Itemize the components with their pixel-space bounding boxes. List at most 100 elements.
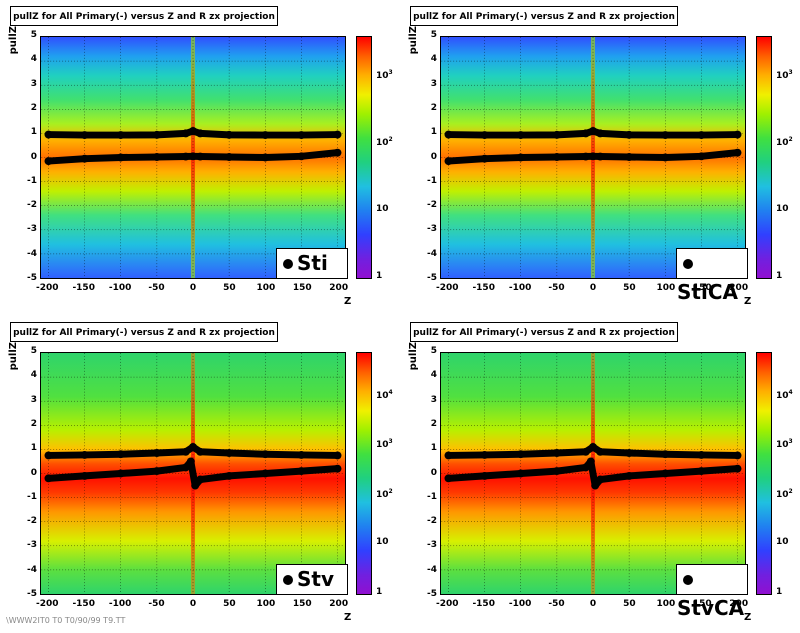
series-rms-point [181,129,190,138]
y-tick-label: 4 [30,370,37,381]
color-scale-label: 103 [776,438,793,450]
series-mean-point [44,474,53,483]
x-tick-label: -50 [548,283,565,293]
color-scale-label: 104 [776,389,793,401]
x-tick-label: 200 [329,599,349,609]
series-rms-point [181,447,190,456]
series-mean-point [552,467,561,476]
y-tick-label: -5 [27,589,37,599]
color-scale-base: 10 [376,489,389,500]
color-scale-label: 10 [776,537,789,547]
color-scale-base: 10 [376,440,389,451]
series-rms-point [297,450,306,459]
y-tick-label: 5 [30,346,37,356]
chart-panel: pullZ for All Primary(-) versus Z and R … [0,0,400,316]
y-tick-label: 5 [30,30,37,40]
color-scale-exponent: 4 [388,388,393,396]
series-mean-point [586,457,595,466]
y-tick-label: 4 [430,54,437,65]
legend-label: StiCA [677,280,738,304]
legend-box: StvCA [676,564,748,620]
series-mean-point [733,148,742,157]
color-scale-label: 1 [376,271,382,281]
x-tick-label: 150 [292,283,312,293]
x-tick-label: -150 [72,599,95,609]
chart-panel: pullZ for All Primary(-) versus Z and R … [400,0,800,316]
x-tick-label: 100 [256,283,276,293]
x-tick-label: 0 [589,599,597,609]
series-mean-point [116,153,125,162]
series-rms-point [480,131,489,140]
x-tick-label: 200 [724,599,754,609]
x-tick-label: -200 [36,283,59,293]
series-rms-point [516,450,525,459]
series-rms-point [552,449,561,457]
y-tick-label: 3 [30,78,37,89]
x-tick-label: -200 [36,599,59,609]
y-tick-label: -2 [427,200,437,211]
series-rms-point [480,450,489,459]
series-mean-point [552,153,561,161]
series-mean-point [152,153,161,161]
chart-title: pullZ for All Primary(-) versus Z and R … [410,6,678,26]
color-scale-exponent: 3 [788,68,793,76]
color-scale-base: 10 [376,203,389,214]
y-tick-label: -3 [427,540,437,551]
series-rms-point [152,449,161,457]
series-mean-point [625,471,634,480]
x-tick-label: -100 [508,283,532,293]
series-rms-point [189,443,197,451]
series-rms-point [625,130,634,139]
series-mean-point [189,152,197,161]
series-rms-point [189,127,197,135]
series-mean-point [152,467,161,476]
x-tick-label: -50 [148,283,165,293]
series-mean-point [191,481,200,490]
series-mean-point [261,153,270,162]
legend-marker-icon [683,574,693,585]
series-rms-point [581,129,590,138]
series-rms-point [444,130,453,139]
color-scale-base: 1 [776,271,783,281]
y-tick-label: 0 [430,151,437,162]
series-rms-point [697,131,706,140]
color-scale-exponent: 3 [788,438,793,446]
color-scale-exponent: 3 [388,438,393,446]
series-rms-point [196,447,205,456]
series-rms-point [261,450,270,459]
y-tick-label: -2 [427,516,437,527]
y-tick-label: 0 [430,467,437,478]
x-tick-label: 0 [189,599,197,609]
color-scale-label: 10 [376,537,389,547]
series-mean-point [596,475,605,484]
color-scale-base: 1 [776,587,783,597]
series-rms-point [661,131,670,140]
series-rms-point [581,447,590,456]
series-mean-point [44,157,53,166]
x-tick-label: -100 [108,599,132,609]
x-tick-label: 100 [656,283,676,293]
x-tick-label: 100 [656,599,676,609]
series-mean-point [80,154,89,163]
color-scale-label: 1 [376,587,382,597]
color-scale-base: 10 [776,203,789,214]
color-scale-bar [356,36,372,279]
y-tick-label: 2 [30,102,37,113]
chart-panel: pullZ for All Primary(-) versus Z and R … [400,316,800,632]
y-tick-label: -1 [427,175,437,186]
x-tick-label: -150 [472,599,495,609]
x-tick-label: -50 [548,599,565,609]
x-tick-label: -150 [72,283,95,293]
series-mean-line [48,458,338,490]
series-rms-point [516,131,525,140]
color-scale-base: 10 [776,489,789,500]
series-rms-point [116,131,125,140]
x-tick-label: 150 [292,599,312,609]
series-rms-point [661,450,670,459]
series-rms-point [589,443,597,451]
y-tick-label: -5 [27,273,37,283]
y-tick-label: -3 [27,224,37,235]
series-mean-point [261,469,270,478]
series-mean-point [697,152,706,161]
y-tick-label: -1 [427,491,437,502]
